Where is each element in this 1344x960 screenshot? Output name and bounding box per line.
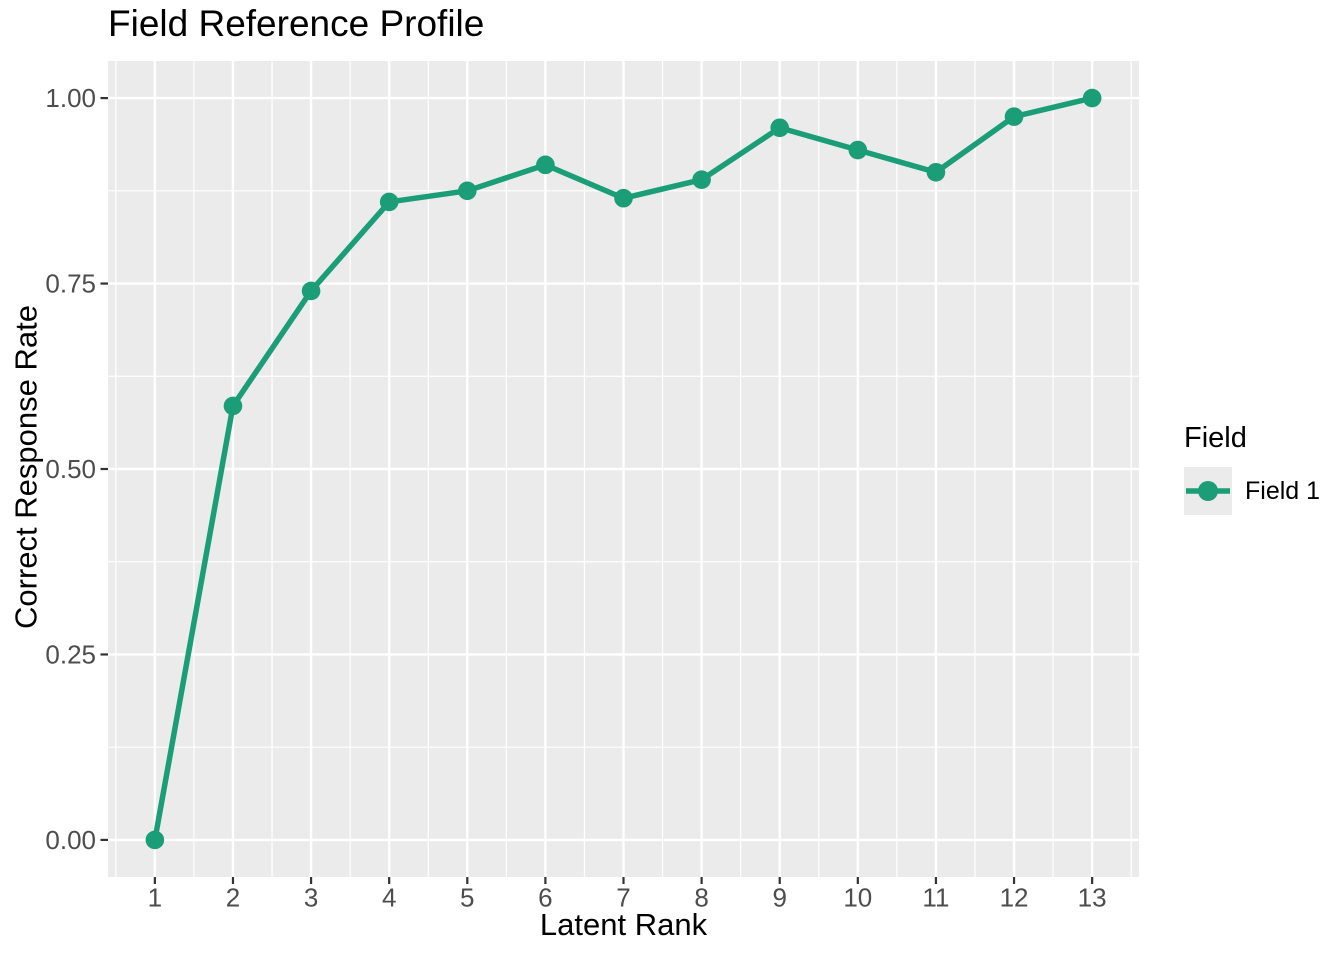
- data-point: [301, 281, 321, 301]
- y-tick-label: 0.75: [45, 269, 96, 299]
- legend-key-point: [1198, 481, 1218, 501]
- legend-entry: Field 1: [1184, 467, 1344, 515]
- data-point: [379, 192, 399, 212]
- x-tick-label: 13: [1078, 883, 1107, 913]
- x-tick-label: 8: [694, 883, 708, 913]
- data-point: [223, 396, 243, 416]
- x-tick-label: 9: [772, 883, 786, 913]
- x-tick-label: 3: [304, 883, 318, 913]
- y-tick-label: 0.50: [45, 454, 96, 484]
- legend-entry-label: Field 1: [1245, 476, 1321, 505]
- data-point: [614, 188, 633, 208]
- x-tick-label: 5: [460, 883, 474, 913]
- x-tick-label: 10: [843, 883, 872, 913]
- y-tick-label: 0.25: [45, 639, 96, 669]
- x-tick-label: 7: [616, 883, 630, 913]
- data-point: [926, 162, 946, 182]
- data-point: [145, 830, 165, 850]
- data-point: [457, 181, 477, 201]
- legend: Field Field 1: [1184, 424, 1344, 515]
- data-point: [770, 118, 790, 138]
- y-axis-title: Correct Response Rate: [8, 305, 44, 629]
- x-tick-label: 6: [538, 883, 552, 913]
- y-tick-label: 1.00: [45, 83, 96, 113]
- data-point: [1004, 107, 1024, 126]
- legend-title: Field: [1184, 422, 1247, 454]
- x-tick-label: 2: [226, 883, 240, 913]
- x-tick-label: 12: [1000, 883, 1029, 913]
- x-axis-title: Latent Rank: [539, 907, 708, 942]
- x-tick-label: 1: [148, 883, 162, 913]
- chart-title: Field Reference Profile: [108, 3, 485, 44]
- x-tick-label: 4: [382, 883, 396, 913]
- data-point: [692, 170, 711, 189]
- data-point: [536, 155, 555, 175]
- x-tick-label: 11: [922, 883, 949, 913]
- legend-key-icon: [1184, 467, 1232, 515]
- data-point: [848, 140, 868, 160]
- y-tick-label: 0.00: [45, 825, 96, 855]
- data-point: [1082, 88, 1102, 108]
